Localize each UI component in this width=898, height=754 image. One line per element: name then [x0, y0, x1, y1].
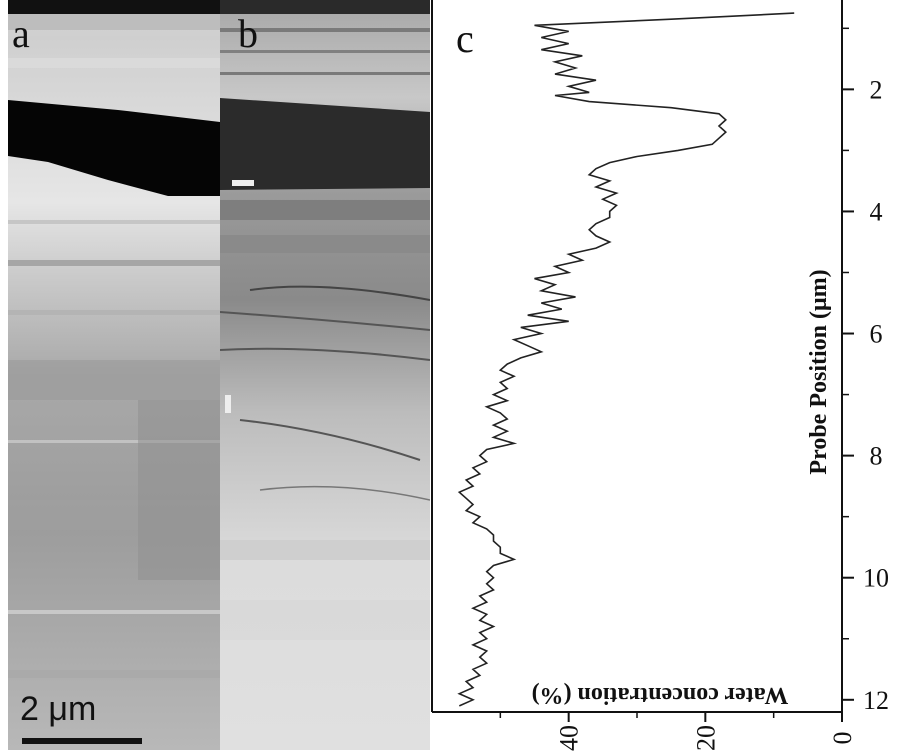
chart-axes: [431, 0, 843, 713]
y-tick-label: 10: [863, 564, 889, 593]
y-tick-label: 4: [870, 197, 883, 226]
water-concentration-line: [457, 12, 795, 707]
chart-axis-labels: Water concentration (%) Probe Position (μ…: [532, 269, 832, 708]
micrograph-b-image: [220, 0, 430, 750]
x-tick-label: 0: [828, 732, 857, 745]
y-tick-label: 8: [870, 442, 883, 471]
chart-ticks: 40 20 0 2 4 6 8 10 12: [499, 27, 889, 751]
scale-bar-label: 2 μm: [20, 690, 97, 728]
chart-series: [457, 12, 795, 707]
y-axis-label: Probe Position (μm): [806, 269, 832, 474]
micrograph-panel-b: b: [220, 0, 430, 750]
micrograph-panel-a: a 2 μm: [8, 0, 220, 750]
x-axis-label: Water concentration (%): [532, 682, 789, 708]
panel-label-a: a: [12, 11, 30, 56]
x-tick-label: 40: [555, 725, 584, 751]
micrograph-a-image: [8, 0, 220, 750]
y-tick-label: 2: [870, 75, 883, 104]
y-tick-label: 6: [870, 320, 883, 349]
x-tick-label: 20: [691, 725, 720, 751]
scale-bar: [22, 738, 142, 744]
panel-label-c: c: [456, 16, 474, 61]
y-tick-label: 12: [863, 686, 889, 715]
panel-label-b: b: [238, 11, 258, 56]
